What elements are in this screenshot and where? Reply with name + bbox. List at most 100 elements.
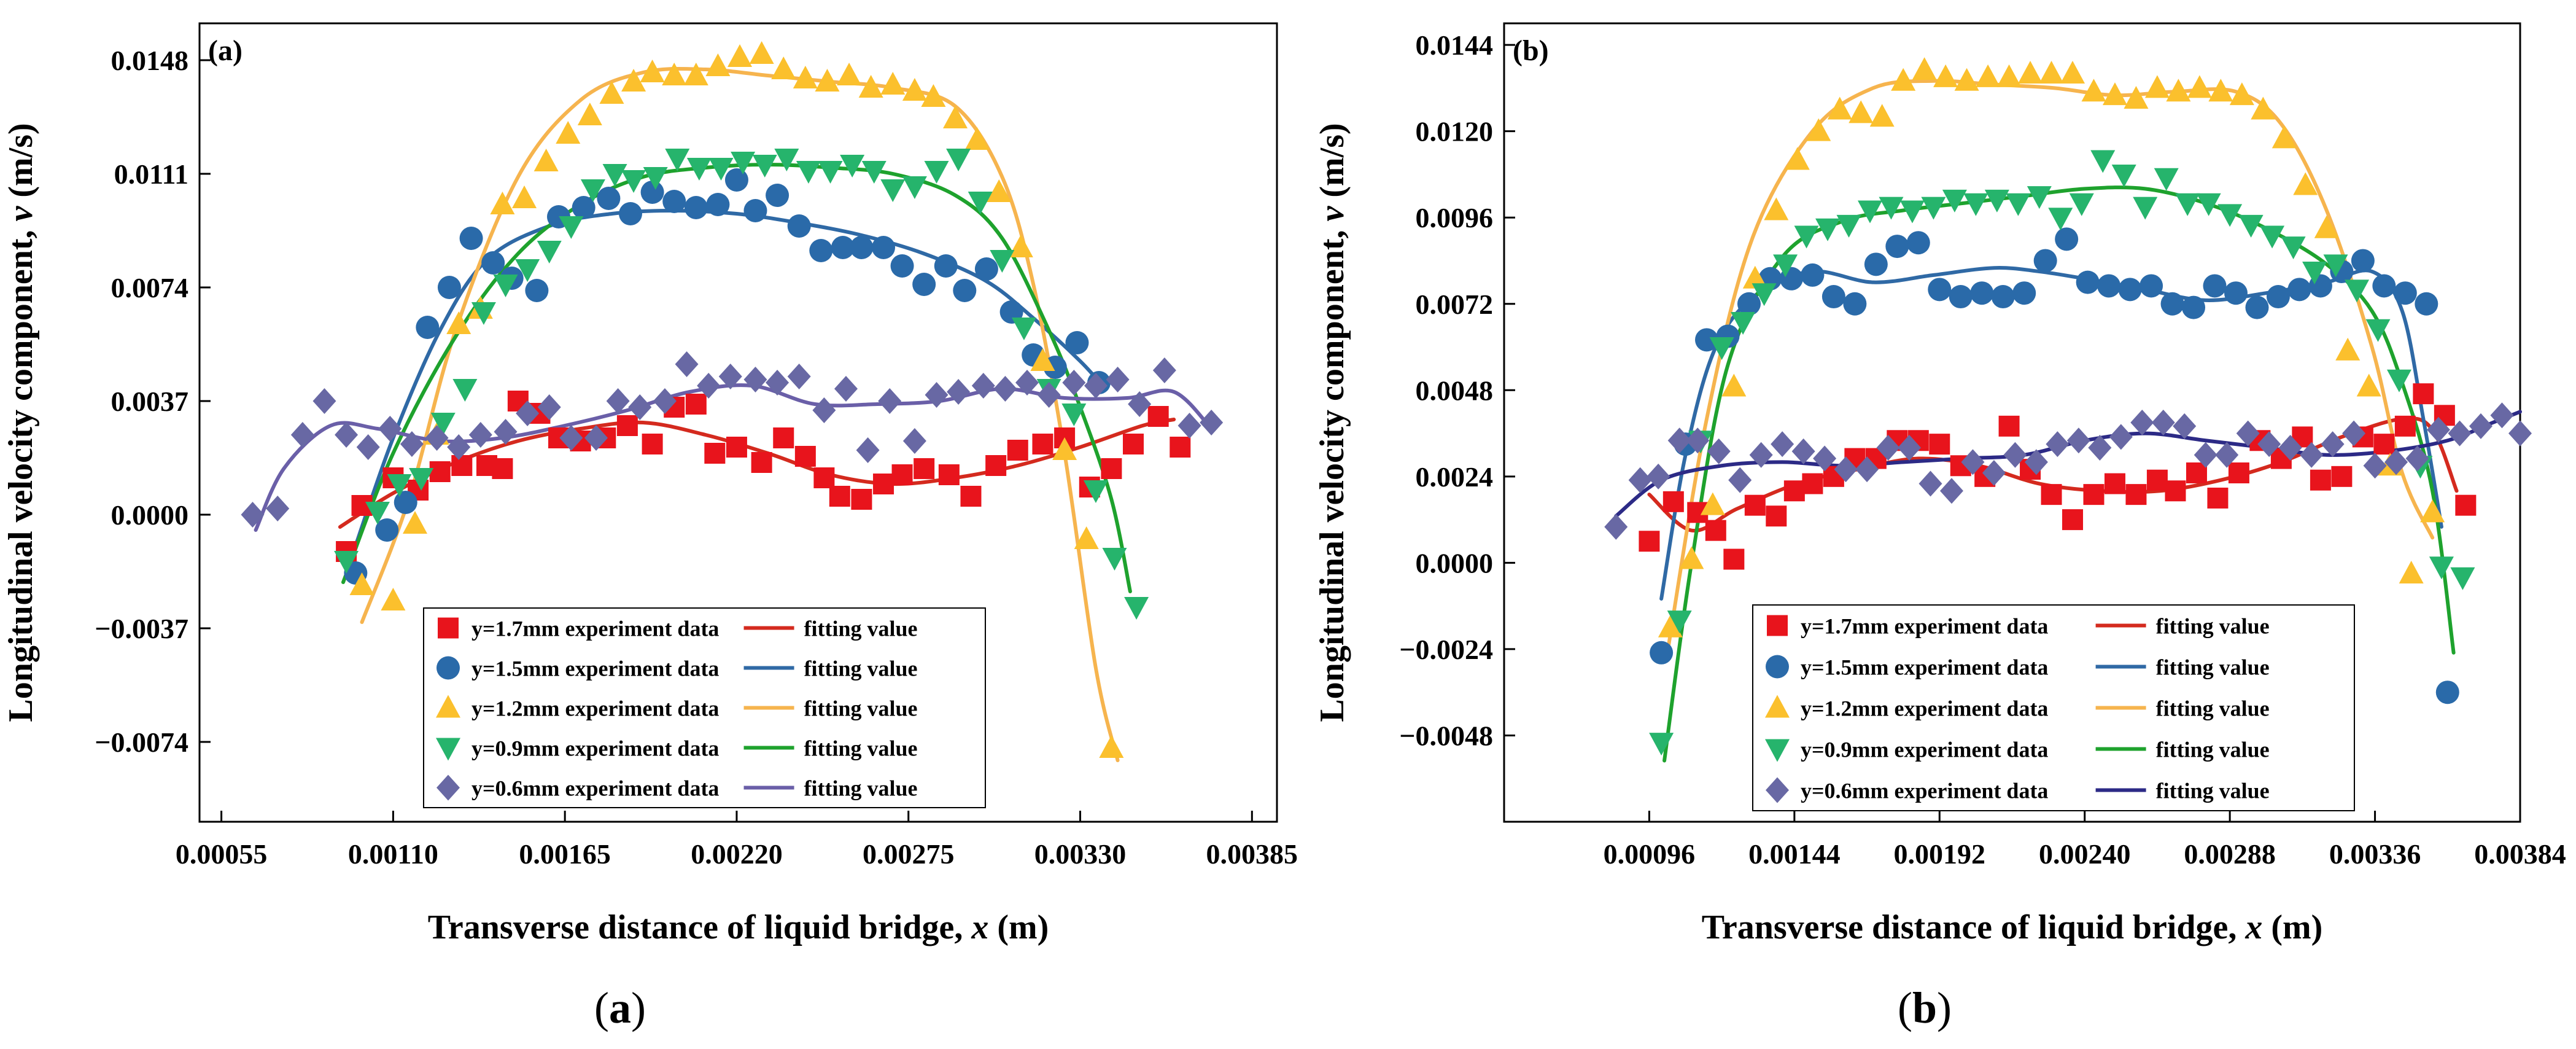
data-point [1766,505,1787,527]
plot-frame-a [198,22,1278,823]
data-point [492,458,513,479]
data-point [684,196,708,219]
data-point [621,69,646,92]
data-point [2405,445,2429,472]
data-point [400,431,424,457]
data-point [1749,442,1773,468]
data-point [1918,470,1942,497]
data-point [2300,442,2324,468]
legend-marker [1766,777,1789,803]
legend-label: y=1.2mm experiment data [471,696,719,721]
data-point [493,275,518,297]
data-point [861,161,886,184]
data-point [1921,197,1946,220]
data-point [2228,462,2249,483]
data-point [2165,480,2186,502]
data-point [2314,215,2339,238]
data-point [829,486,850,507]
caption-letter: a [609,983,631,1032]
data-point [766,370,789,396]
data-point [774,149,799,171]
data-points-a [241,41,1224,758]
data-point [925,382,949,408]
legend-box [1752,604,2355,811]
data-point [837,63,862,85]
data-point [2386,369,2411,392]
data-point [1996,64,2022,87]
fit-line [1662,185,2456,763]
data-point [873,474,894,494]
legend-label: y=0.9mm experiment data [1801,738,2048,762]
data-point [704,443,726,464]
data-point [2027,186,2052,209]
y-tick-label: −0.0037 [95,613,188,644]
data-point [2469,413,2493,439]
data-point [2245,295,2269,319]
data-point [2413,383,2434,405]
data-point [662,190,686,213]
data-point [840,155,865,177]
data-point [665,149,690,171]
data-point [642,434,663,454]
caption-open: ( [1898,983,1912,1032]
data-point [409,468,434,491]
data-point [2251,96,2276,120]
data-point [946,149,971,171]
data-point [559,425,583,451]
data-point [1728,467,1752,493]
data-point [2429,556,2454,580]
data-point [1783,480,1805,502]
data-point [1008,235,1033,257]
data-point [974,257,998,281]
legend-marker [436,738,460,761]
data-point [2257,431,2281,458]
data-point [1083,480,1108,503]
data-point [516,400,540,426]
data-point [290,422,314,448]
data-point [1942,189,1967,213]
data-point [809,239,833,262]
data-point [2365,319,2391,342]
data-point [471,302,496,325]
data-point [621,170,646,193]
data-point [1030,348,1055,371]
y-tick-label: 0.0096 [1416,202,1494,233]
data-point [726,437,747,458]
y-tick-label: −0.0024 [1399,634,1493,665]
data-point [616,415,638,436]
data-point [1101,458,1122,479]
data-point [2236,420,2260,447]
data-point [831,236,855,259]
legend-label: y=1.7mm experiment data [1801,614,2048,639]
data-point [2144,75,2170,98]
data-point [2186,462,2207,483]
data-point [1604,513,1628,540]
y-axis-title-prefix: Longitudinal velocity component, [1313,221,1351,722]
data-point [2066,427,2090,454]
data-point [1662,491,1684,512]
legend-label: y=1.5mm experiment data [471,657,719,681]
data-point [2151,410,2175,435]
data-point [1970,281,1994,305]
data-point [2266,285,2290,309]
data-point [2281,236,2306,260]
data-point [1152,357,1176,383]
data-point [773,427,794,448]
legend-label: y=0.6mm experiment data [1801,779,2048,803]
data-point [850,236,874,259]
x-tick-label: 0.00275 [863,838,955,870]
data-point [1742,265,1767,289]
y-axis-title-var: v [2,205,40,221]
data-point [2415,292,2438,316]
data-point [662,63,687,85]
data-point [794,446,816,467]
y-tick-label: 0.0111 [114,158,188,190]
data-point [675,351,699,377]
data-point [425,425,449,451]
y-tick-label: −0.0074 [95,727,188,758]
data-point [515,259,540,282]
x-axis-title-unit: (m) [988,908,1049,946]
data-point [2076,270,2100,294]
data-point [743,199,767,222]
